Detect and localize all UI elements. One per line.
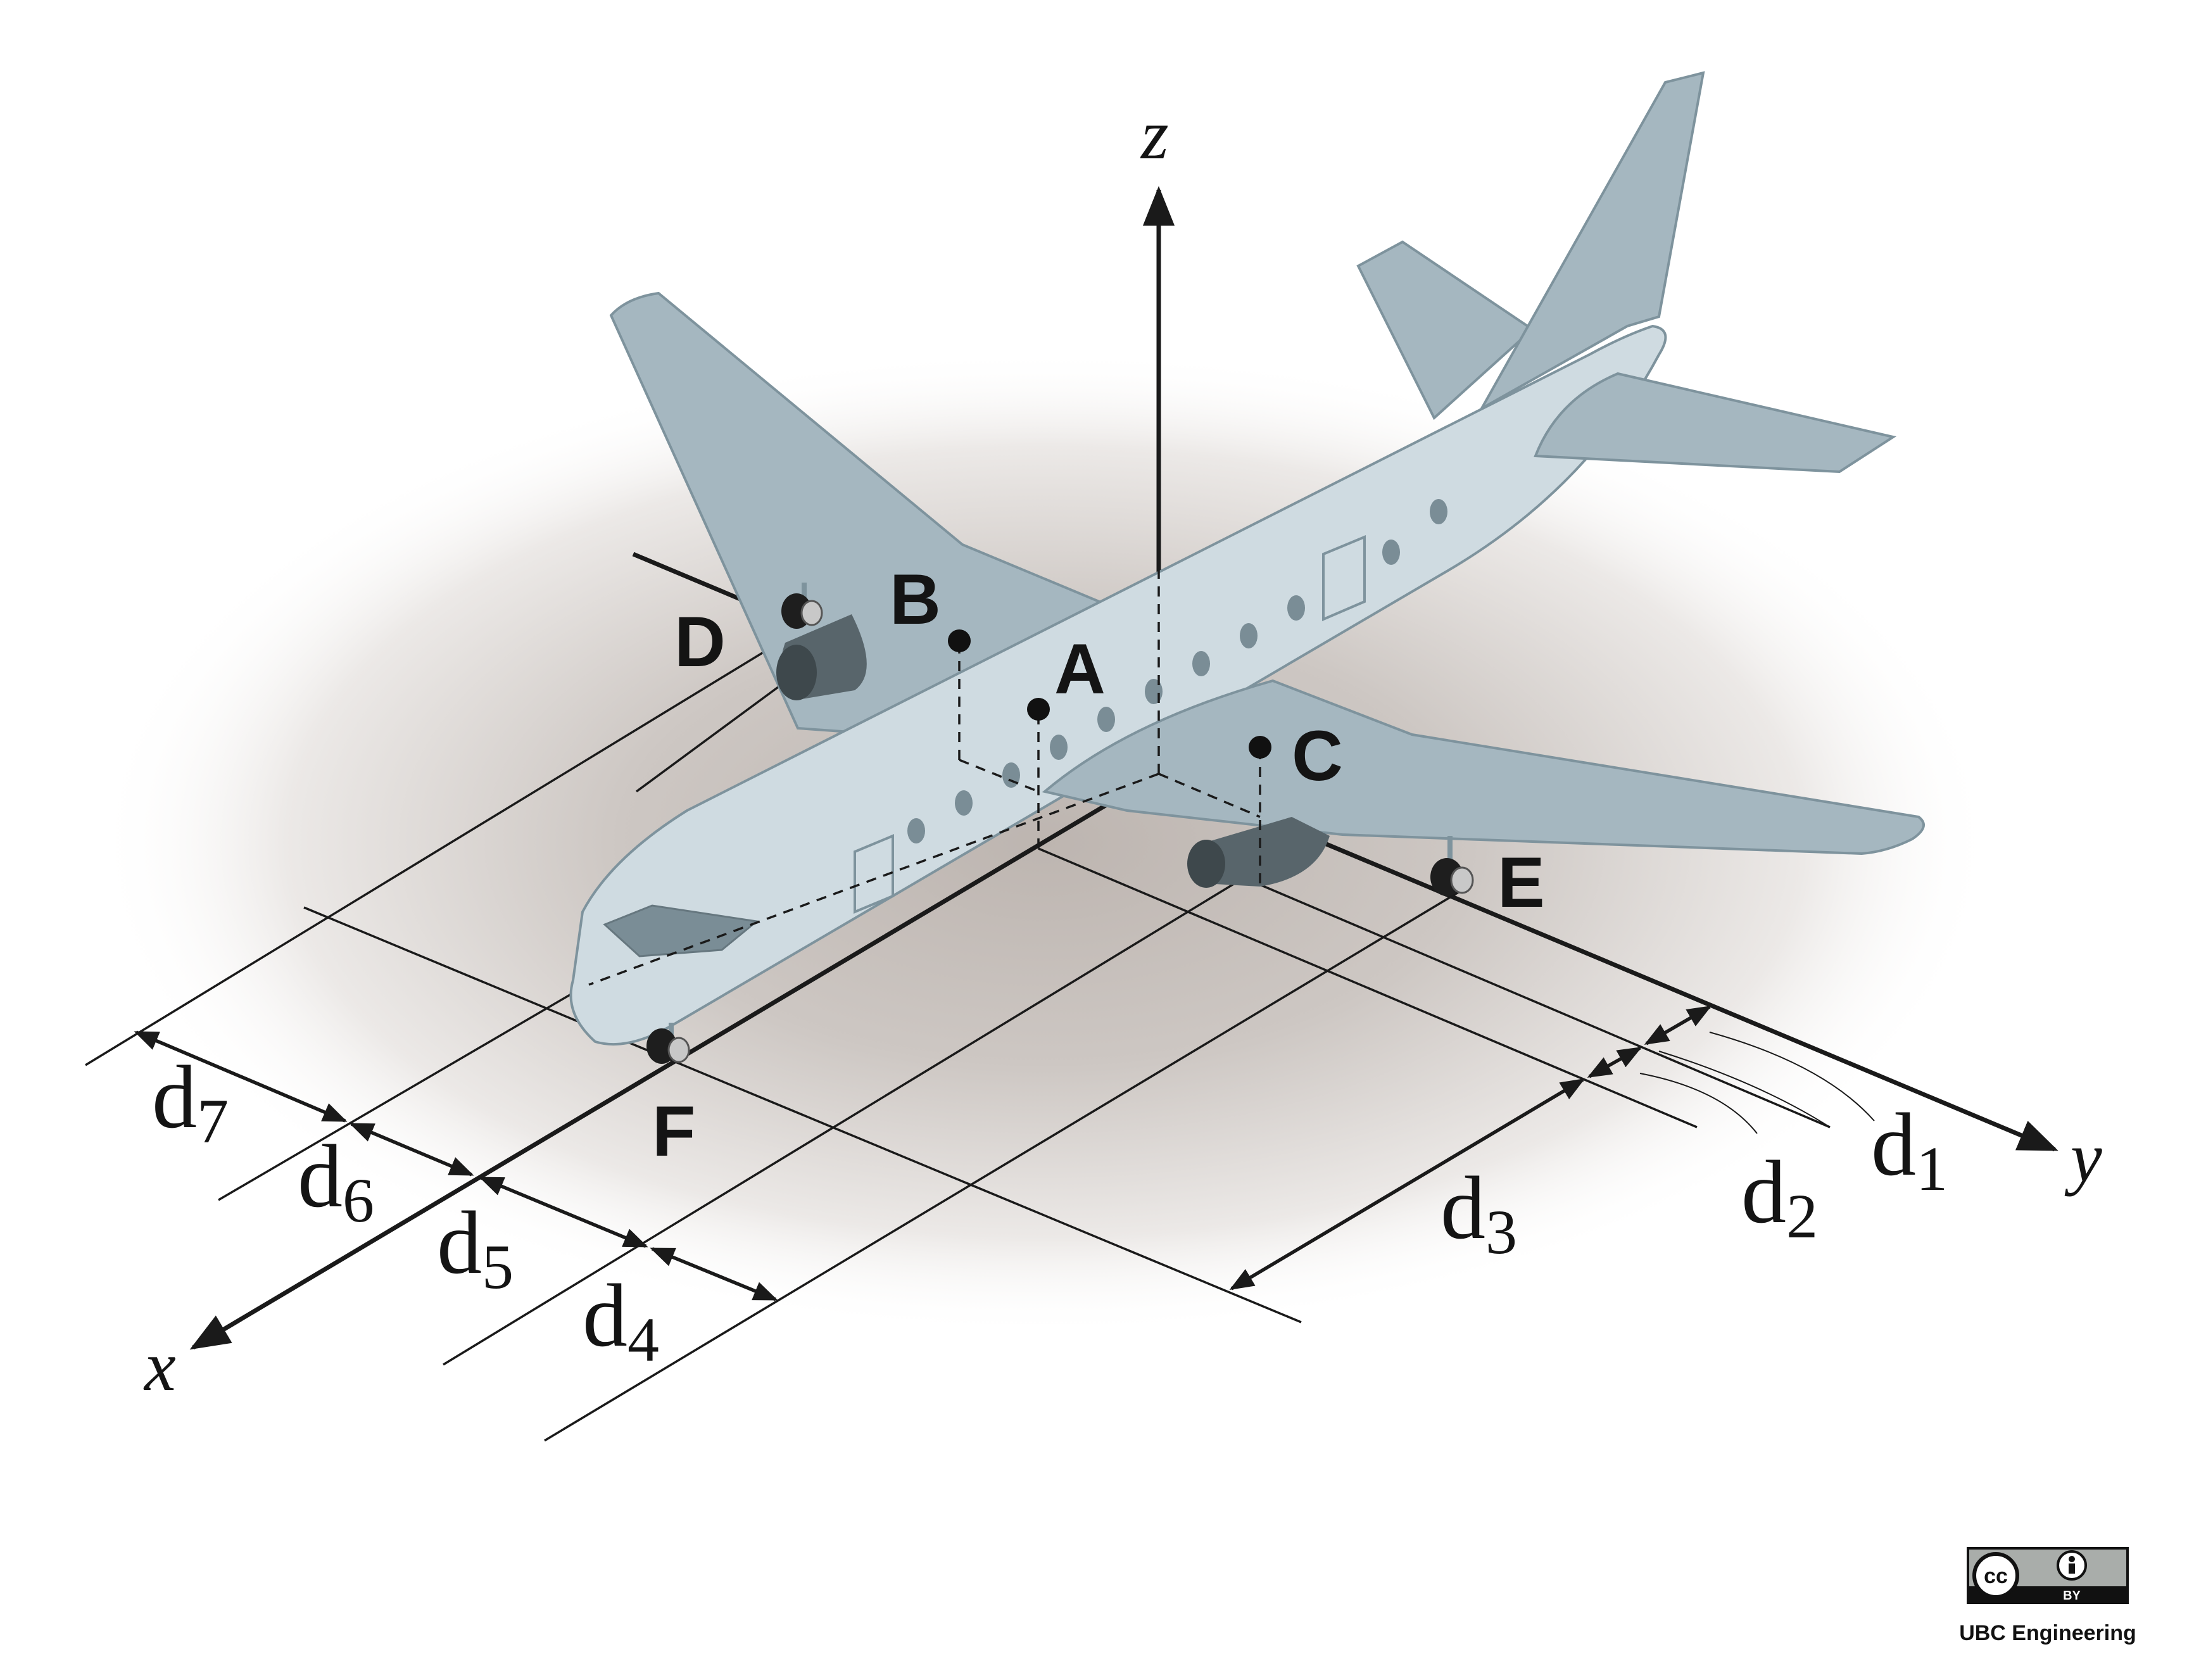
dim-d7-label: d7 — [152, 1047, 229, 1156]
right-wing — [1042, 679, 1925, 856]
right-stabilizer — [1534, 372, 1897, 474]
dim-d6-label: d6 — [298, 1126, 374, 1235]
airplane — [569, 71, 1925, 1064]
x-dimension-arrows — [134, 1030, 778, 1301]
point-d-label: D — [674, 602, 726, 681]
dim-d3-label: d3 — [1441, 1158, 1517, 1267]
point-b-marker — [948, 629, 971, 652]
point-c-marker — [1249, 736, 1271, 759]
by-mark: BY — [2063, 1589, 2081, 1603]
cc-mark: cc — [1984, 1564, 2008, 1588]
right-engine — [1194, 817, 1330, 887]
credit-text: UBC Engineering — [1959, 1621, 2136, 1645]
cc-icon — [1972, 1552, 2019, 1599]
dashed-reference-lines — [588, 570, 1261, 986]
z-axis-label: z — [1140, 96, 1169, 174]
point-e-label: E — [1497, 843, 1545, 922]
cc-by-badge: cc BY — [1967, 1547, 2129, 1604]
vertical-fin — [1478, 71, 1705, 412]
x-axis-label: x — [143, 1327, 176, 1406]
rear-door — [1322, 535, 1366, 622]
dim-d4-label: d4 — [583, 1265, 659, 1375]
point-f-label: F — [652, 1092, 695, 1171]
point-a-marker — [1027, 698, 1050, 721]
dim-d1-label: d1 — [1871, 1094, 1948, 1204]
dimension-labels: d7 d6 d5 d4 d3 d2 d1 — [152, 1047, 1948, 1375]
point-a-label: A — [1054, 629, 1106, 709]
landing-gear — [646, 583, 1474, 1064]
cockpit-window — [603, 904, 759, 957]
y-dimension-arrows — [1229, 1005, 1875, 1291]
points: A B C D E F — [652, 560, 1545, 1171]
point-c-label: C — [1292, 716, 1343, 795]
dim-d5-label: d5 — [437, 1192, 514, 1302]
point-b-label: B — [890, 560, 941, 639]
dim-d2-label: d2 — [1741, 1142, 1818, 1251]
y-axis-label: y — [2064, 1118, 2102, 1197]
front-door — [854, 834, 894, 914]
